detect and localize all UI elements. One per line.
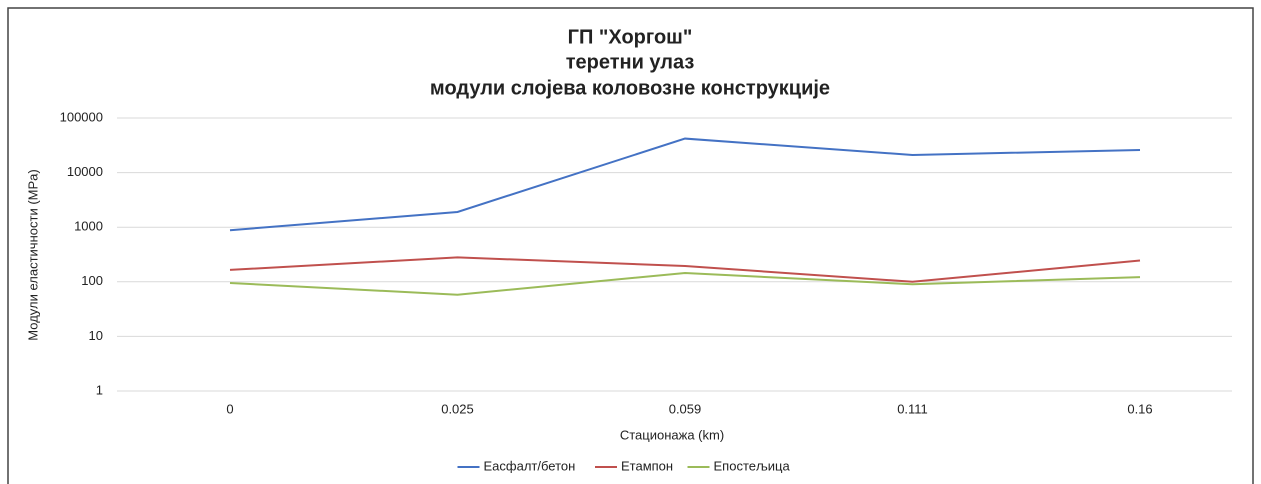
y-tick-label: 100 bbox=[81, 273, 103, 288]
data-line bbox=[229, 271, 1141, 296]
chart-title: ГП "Хоргош" bbox=[568, 26, 693, 48]
legend-label: Епостељица bbox=[714, 458, 791, 473]
x-axis-title: Стационажа (km) bbox=[620, 427, 724, 442]
y-tick-label: 1 bbox=[96, 382, 103, 397]
y-tick-label: 10 bbox=[89, 328, 103, 343]
x-tick-label: 0.059 bbox=[669, 401, 702, 416]
x-tick-label: 0 bbox=[226, 401, 233, 416]
x-tick-label: 0.16 bbox=[1127, 401, 1152, 416]
y-tick-label: 1000 bbox=[74, 219, 103, 234]
y-axis-title: Модули еластичности (MPa) bbox=[25, 169, 40, 340]
data-line bbox=[229, 256, 1141, 283]
chart-title: модули слојева коловозне конструкције bbox=[430, 77, 830, 99]
chart-title: теретни улаз bbox=[566, 51, 695, 73]
legend-label: Етампон bbox=[621, 458, 673, 473]
y-tick-label: 10000 bbox=[67, 164, 103, 179]
legend-label: Еасфалт/бетон bbox=[484, 458, 576, 473]
data-line bbox=[229, 137, 1141, 232]
x-tick-label: 0.025 bbox=[441, 401, 474, 416]
chart-border bbox=[7, 7, 1254, 484]
y-tick-label: 100000 bbox=[60, 109, 103, 124]
x-tick-label: 0.111 bbox=[897, 401, 928, 416]
